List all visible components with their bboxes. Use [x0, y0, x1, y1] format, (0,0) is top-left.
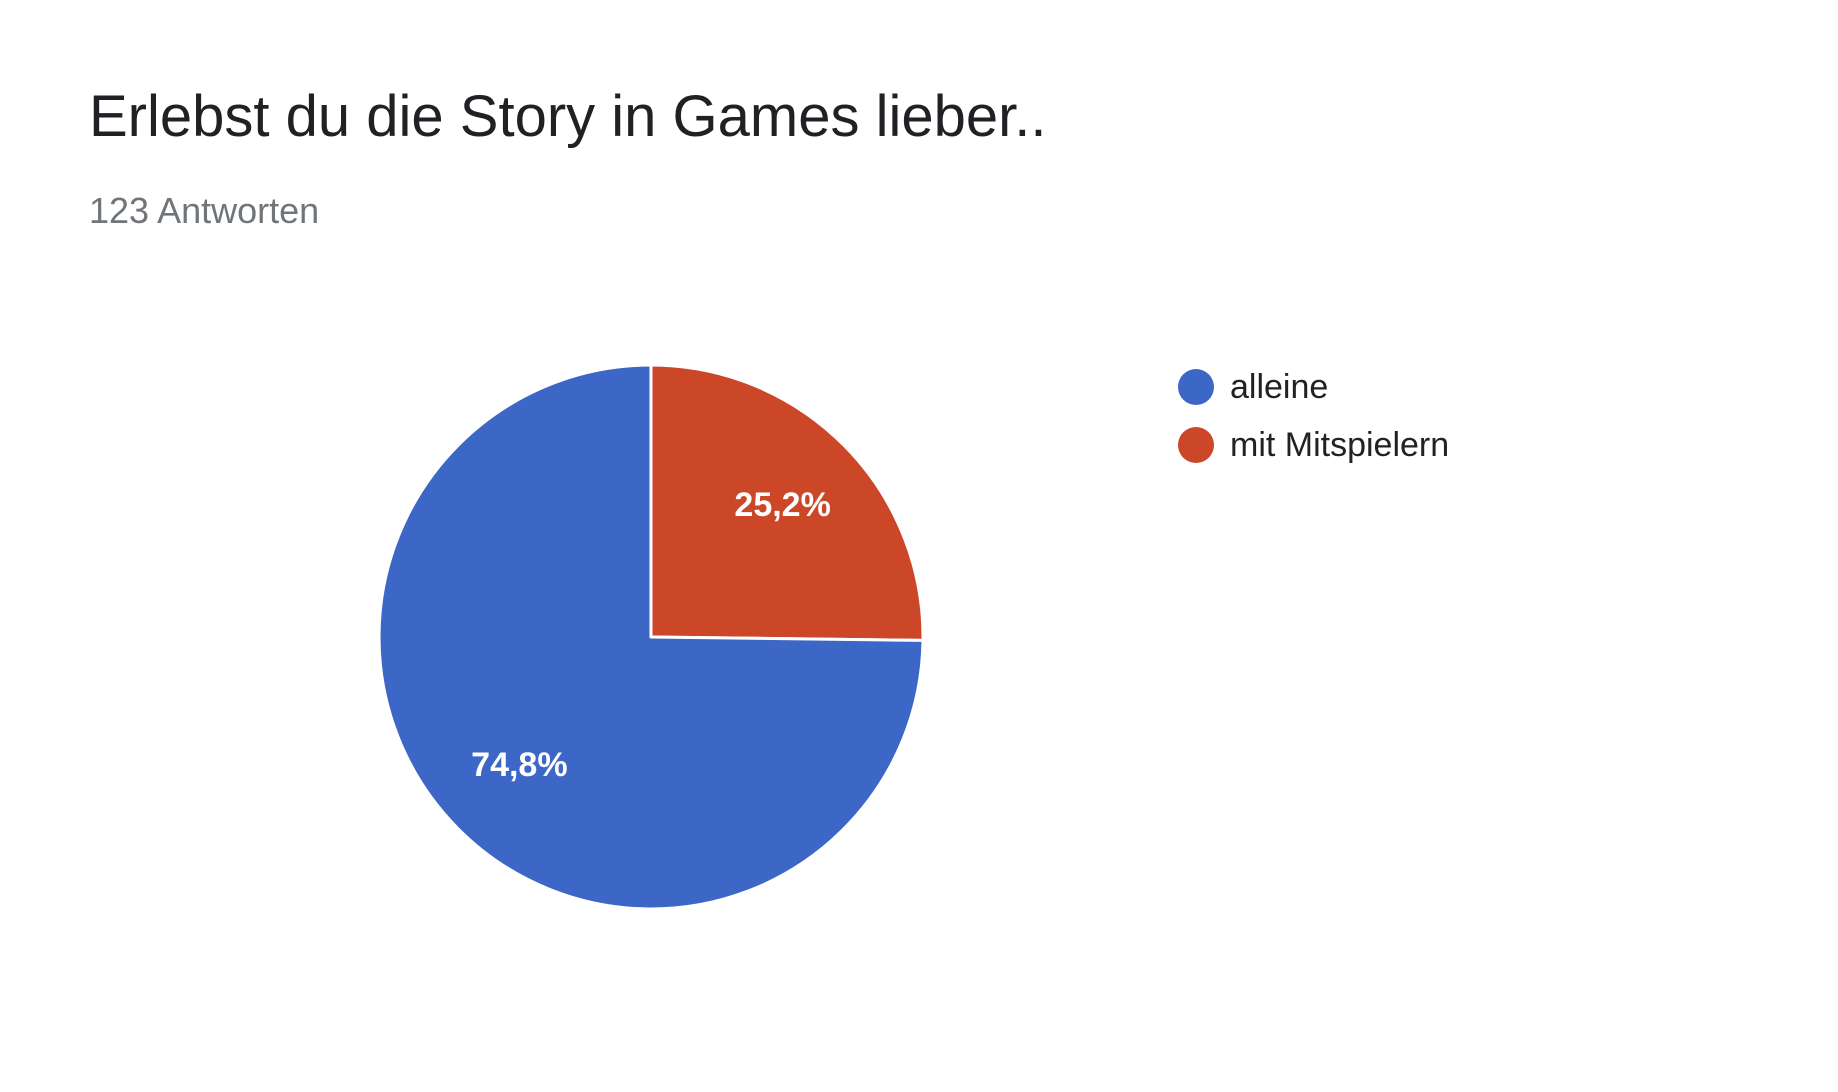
chart-legend: alleine mit Mitspielern	[1178, 358, 1449, 474]
data-label-alleine: 74,8%	[471, 746, 567, 784]
legend-label-alleine: alleine	[1230, 367, 1329, 406]
data-label-mit-mitspielern: 25,2%	[734, 486, 830, 524]
legend-swatch-mit-mitspielern	[1178, 427, 1214, 463]
chart-title: Erlebst du die Story in Games lieber..	[89, 84, 1047, 149]
legend-item-mit-mitspielern[interactable]: mit Mitspielern	[1178, 416, 1449, 474]
pie-slice-mit-mitspielern[interactable]	[649, 363, 925, 642]
legend-swatch-alleine	[1178, 369, 1214, 405]
pie-slice-alleine[interactable]	[377, 363, 925, 911]
response-count: 123 Antworten	[89, 190, 320, 231]
legend-label-mit-mitspielern: mit Mitspielern	[1230, 425, 1450, 464]
legend-item-alleine[interactable]: alleine	[1178, 358, 1449, 416]
